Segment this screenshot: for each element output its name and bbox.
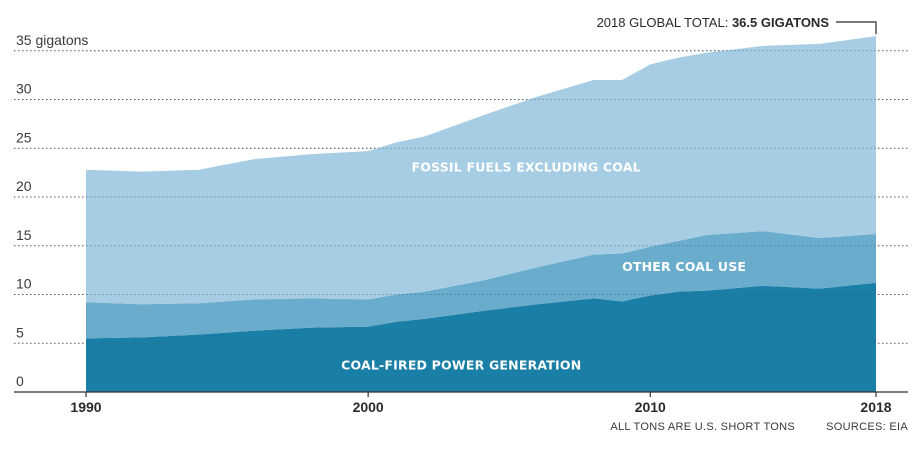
y-tick-label-35: 35 gigatons (16, 32, 88, 48)
layer-label-fossil-fuels-excluding-coal: FOSSIL FUELS EXCLUDING COAL (411, 160, 640, 175)
y-tick-label-20: 20 (16, 178, 32, 194)
y-tick-label-10: 10 (16, 276, 32, 292)
x-tick-label-2000: 2000 (353, 399, 384, 415)
footnote-short-tons: ALL TONS ARE U.S. SHORT TONS (610, 421, 795, 433)
y-tick-label-5: 5 (16, 324, 24, 340)
y-axis-ticks: 0 5 10 15 20 25 30 35 gigatons (16, 32, 88, 389)
y-tick-label-15: 15 (16, 227, 32, 243)
x-tick-label-2010: 2010 (635, 399, 666, 415)
area-layers (86, 36, 876, 392)
y-tick-label-25: 25 (16, 129, 32, 145)
x-tick-label-1990: 1990 (70, 399, 101, 415)
layer-label-other-coal-use: OTHER COAL USE (622, 259, 746, 274)
area-other-coal-use (86, 231, 876, 339)
layer-label-coal-fired-power-generation: COAL-FIRED POWER GENERATION (341, 358, 581, 373)
y-tick-label-0: 0 (16, 373, 24, 389)
y-tick-label-30: 30 (16, 81, 32, 97)
total-annotation: 2018 GLOBAL TOTAL: 36.5 GIGATONS (597, 15, 830, 30)
total-leader-line (836, 21, 877, 35)
area-coal-fired-power-generation (86, 282, 876, 392)
total-annotation-prefix: 2018 GLOBAL TOTAL: (597, 15, 732, 30)
footnote-sources: SOURCES: EIA (826, 421, 908, 433)
total-annotation-value: 36.5 GIGATONS (732, 15, 829, 30)
x-tick-label-2018: 2018 (860, 399, 891, 415)
layer-labels: COAL-FIRED POWER GENERATION OTHER COAL US… (341, 160, 746, 373)
x-axis-ticks: 1990 2000 2010 2018 (70, 392, 892, 415)
area-fossil-fuels-excluding-coal (86, 36, 876, 305)
